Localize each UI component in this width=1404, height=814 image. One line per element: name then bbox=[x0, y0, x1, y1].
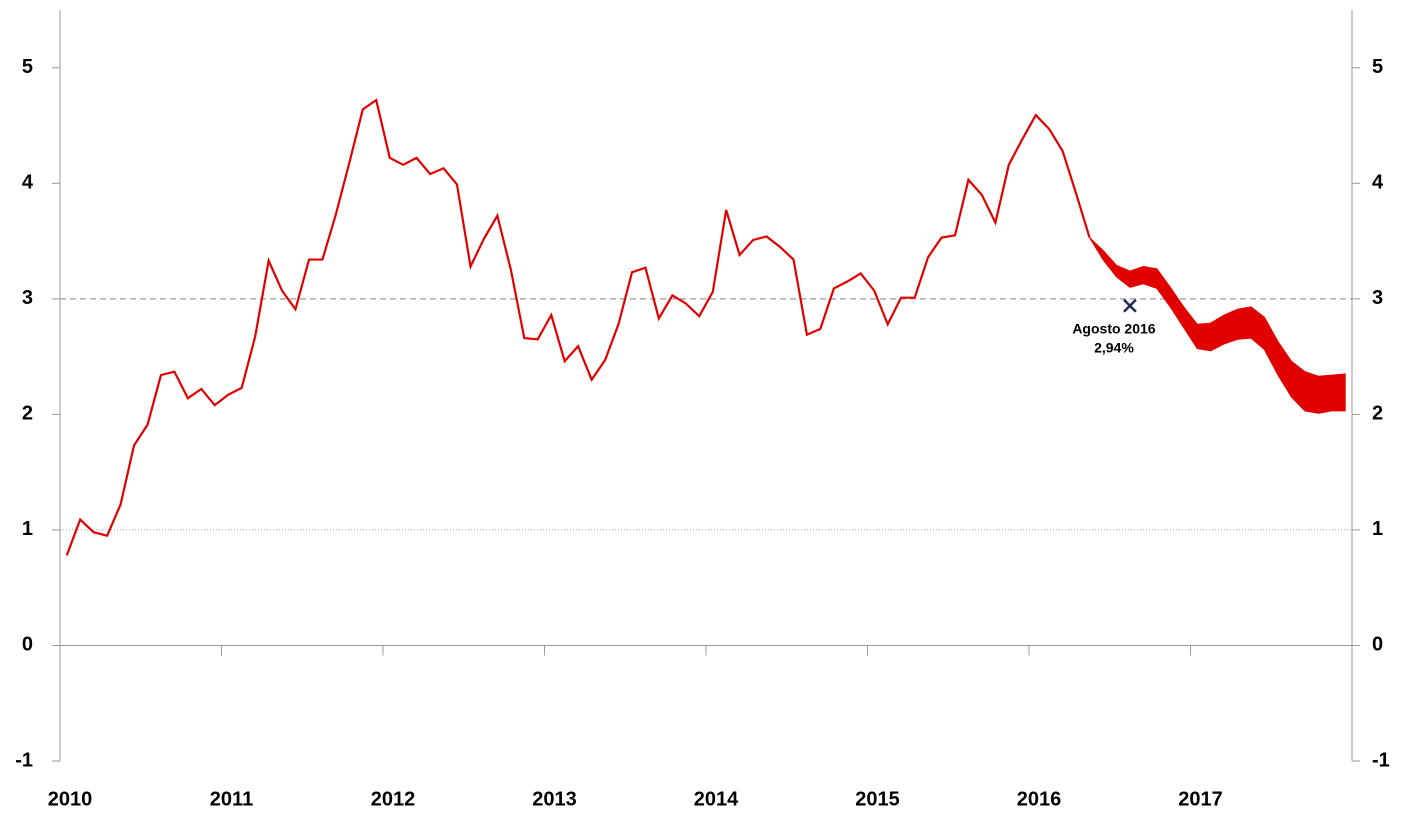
y-tick-label: 4 bbox=[22, 172, 34, 194]
x-tick-label: 2010 bbox=[48, 788, 93, 810]
y-tick-label: 0 bbox=[22, 634, 33, 656]
line bbox=[65, 98, 1091, 556]
x-tick-label: 2012 bbox=[371, 788, 416, 810]
x-tick-label: 2011 bbox=[210, 788, 253, 810]
y2-tick-label: 5 bbox=[1372, 56, 1383, 78]
y2-tick-label: 1 bbox=[1372, 518, 1383, 540]
y2-tick-label: 0 bbox=[1372, 634, 1383, 656]
forecast-band bbox=[1089, 237, 1346, 414]
y-tick-label: 5 bbox=[22, 56, 33, 78]
x-tick-label: 2017 bbox=[1178, 788, 1223, 810]
annotation-marker bbox=[1123, 298, 1137, 313]
y2-tick-label: 4 bbox=[1372, 172, 1384, 194]
y2-tick-label: 3 bbox=[1372, 287, 1383, 309]
x-tick-label: 2016 bbox=[1017, 788, 1062, 810]
x-tick-label: 2013 bbox=[532, 788, 577, 810]
x-tick-label: 2014 bbox=[694, 788, 739, 810]
y-tick-label: 3 bbox=[22, 287, 33, 309]
y2-tick-label: -1 bbox=[1372, 749, 1390, 771]
annotation-label: Agosto 2016 bbox=[1072, 320, 1155, 336]
y2-tick-label: 2 bbox=[1372, 403, 1383, 425]
annotation-value: 2,94% bbox=[1094, 339, 1134, 355]
y-tick-label: -1 bbox=[15, 749, 33, 771]
y-tick-label: 1 bbox=[22, 518, 33, 540]
y-tick-label: 2 bbox=[22, 403, 33, 425]
x-tick-label: 2015 bbox=[855, 788, 900, 810]
